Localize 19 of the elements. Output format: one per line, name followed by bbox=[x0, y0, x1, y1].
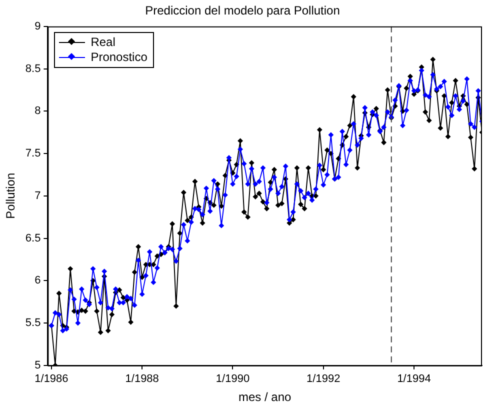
chart-title: Prediccion del modelo para Pollution bbox=[145, 4, 340, 18]
x-axis-title: mes / ano bbox=[238, 390, 292, 404]
x-tick-label: 1/1986 bbox=[34, 373, 68, 386]
y-tick-label: 7 bbox=[34, 190, 41, 202]
x-tick-label: 1/1994 bbox=[397, 373, 431, 386]
y-tick-label: 5.5 bbox=[25, 317, 41, 330]
legend-label: Real bbox=[90, 35, 116, 50]
y-tick-label: 8.5 bbox=[25, 62, 41, 75]
y-tick-label: 8 bbox=[34, 105, 41, 118]
y-tick-label: 9 bbox=[34, 20, 41, 32]
y-tick-label: 5 bbox=[34, 359, 41, 372]
x-tick-label: 1/1992 bbox=[306, 373, 340, 386]
y-axis-title: Pollution bbox=[4, 172, 18, 219]
x-tick-label: 1/1988 bbox=[125, 373, 159, 386]
legend-label: Pronostico bbox=[90, 50, 148, 66]
y-tick-label: 6.5 bbox=[25, 232, 41, 244]
y-tick-label: 6 bbox=[34, 274, 41, 287]
y-tick-label: 7.5 bbox=[25, 148, 41, 160]
x-tick-label: 1/1990 bbox=[216, 373, 250, 386]
